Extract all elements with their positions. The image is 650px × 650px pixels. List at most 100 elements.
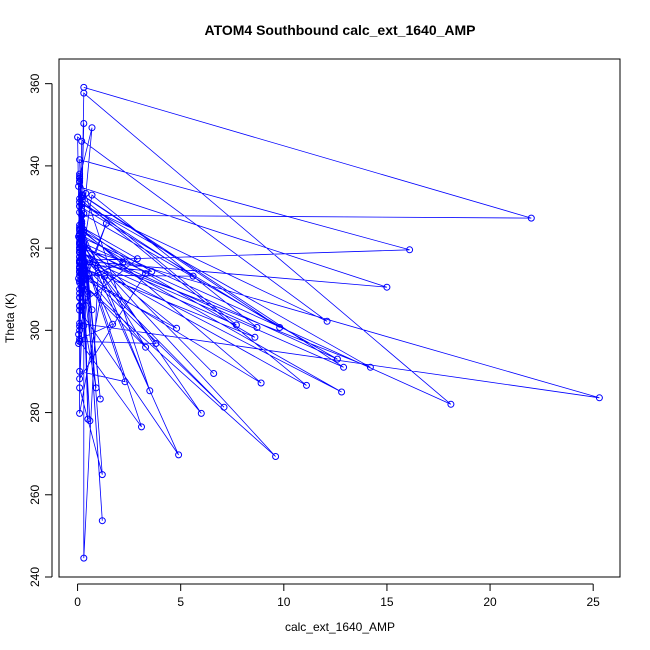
data-point — [86, 417, 94, 425]
data-point — [76, 337, 84, 345]
data-point — [88, 306, 96, 314]
y-axis: 240 260 280 300 320 340 360 — [28, 73, 53, 587]
data-point — [78, 191, 86, 199]
data-point — [78, 241, 86, 249]
data-point — [148, 268, 156, 275]
data-point — [78, 299, 86, 307]
data-point — [276, 324, 284, 331]
data-point — [257, 379, 265, 387]
data-point — [323, 317, 331, 325]
data-point — [80, 554, 88, 562]
data-point — [251, 333, 259, 341]
data-point — [595, 394, 603, 402]
data-point — [75, 330, 83, 338]
data-point — [142, 343, 150, 351]
y-tick-label: 240 — [28, 567, 42, 587]
data-point — [210, 370, 218, 377]
data-point — [76, 367, 84, 375]
data-point — [447, 400, 455, 408]
data-point — [96, 395, 104, 403]
data-point — [138, 423, 145, 431]
data-point — [146, 387, 154, 395]
data-point — [220, 403, 228, 411]
data-point — [76, 326, 84, 334]
data-point — [338, 388, 346, 396]
data-point — [76, 265, 84, 273]
x-tick-label: 0 — [74, 595, 81, 609]
data-point — [340, 363, 348, 371]
data-point — [80, 89, 88, 97]
data-point — [76, 322, 84, 330]
data-point — [76, 289, 84, 297]
data-point — [76, 234, 84, 242]
data-point — [98, 471, 106, 479]
data-point — [76, 409, 84, 417]
data-point — [366, 363, 374, 371]
data-point — [78, 263, 86, 271]
data-point — [76, 177, 84, 185]
data-point — [74, 133, 82, 141]
data-point — [76, 174, 84, 182]
data-point — [78, 220, 86, 228]
data-point — [119, 259, 127, 266]
data-point — [303, 381, 310, 389]
data-point — [80, 229, 88, 237]
data-point — [76, 258, 84, 266]
y-tick-label: 320 — [28, 238, 42, 258]
data-point — [84, 290, 92, 298]
data-point — [75, 182, 83, 190]
y-tick-label: 340 — [28, 156, 42, 176]
data-point — [76, 170, 84, 178]
data-point — [406, 246, 414, 254]
data-point — [100, 273, 108, 280]
data-point — [152, 340, 160, 347]
data-point — [76, 384, 84, 392]
data-point — [88, 191, 96, 199]
data-point — [175, 451, 183, 459]
x-tick-label: 15 — [380, 595, 394, 609]
data-point — [76, 249, 84, 257]
data-point — [197, 409, 205, 417]
data-point — [527, 214, 535, 222]
data-point — [133, 255, 141, 263]
data-point — [82, 189, 90, 197]
data-point — [76, 267, 84, 275]
data-point — [78, 200, 86, 208]
data-point — [76, 335, 84, 343]
y-tick-label: 360 — [28, 73, 42, 93]
data-point — [98, 517, 106, 525]
data-point — [76, 306, 84, 314]
x-tick-label: 20 — [483, 595, 497, 609]
data-point — [232, 321, 240, 329]
data-point — [78, 252, 86, 260]
data-point — [189, 272, 197, 280]
data-point — [78, 137, 86, 145]
data-point — [383, 283, 391, 291]
plot-frame — [58, 58, 621, 578]
data-point — [94, 269, 102, 277]
y-tick-label: 260 — [28, 484, 42, 504]
data-point — [80, 239, 88, 247]
data-point — [272, 453, 280, 460]
x-tick-label: 25 — [587, 595, 601, 609]
x-tick-label: 10 — [277, 595, 291, 609]
data-point — [88, 124, 96, 132]
data-point — [333, 355, 341, 363]
data-point — [102, 219, 110, 227]
data-point — [109, 320, 117, 328]
x-tick-label: 5 — [177, 595, 184, 609]
y-tick-label: 280 — [28, 402, 42, 422]
data-point — [142, 270, 150, 278]
data-point — [80, 322, 88, 330]
data-point — [253, 324, 261, 331]
data-point — [80, 226, 88, 234]
data-point — [173, 324, 181, 332]
data-point — [121, 378, 129, 386]
data-point — [78, 207, 86, 215]
data-point — [76, 241, 84, 249]
data-point — [78, 277, 86, 285]
data-point — [84, 415, 92, 423]
data-point — [92, 384, 100, 392]
